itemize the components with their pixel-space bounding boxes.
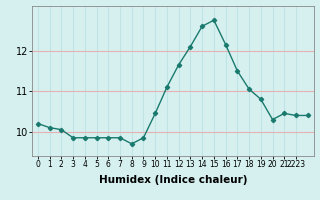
X-axis label: Humidex (Indice chaleur): Humidex (Indice chaleur)	[99, 175, 247, 185]
